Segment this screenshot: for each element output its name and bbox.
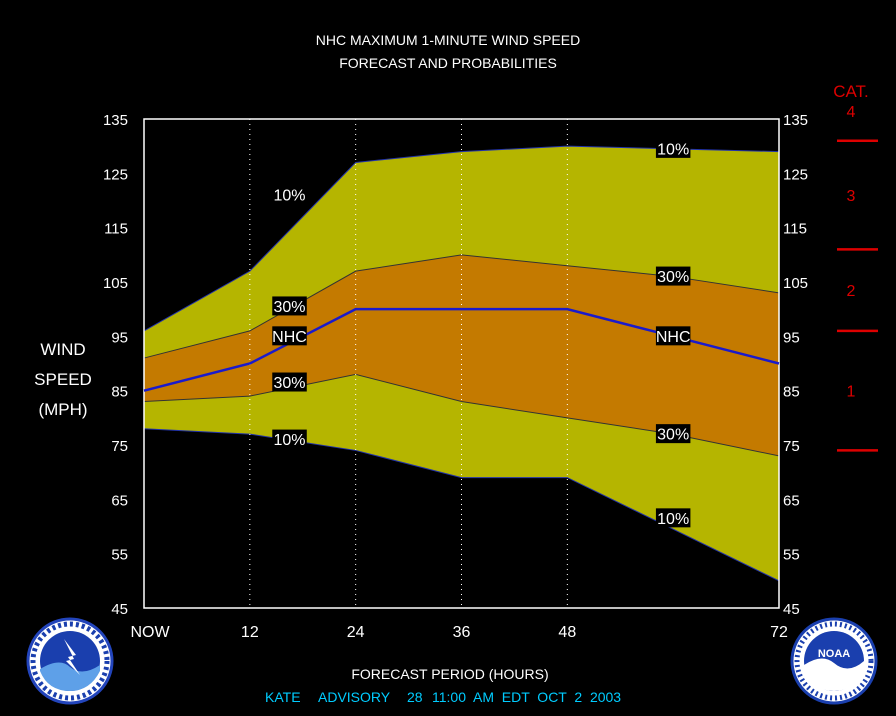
curve-label: 30% <box>655 424 691 444</box>
y-tick-left: 85 <box>111 384 128 401</box>
curve-label-text: NHC <box>656 329 691 346</box>
y-tick-right: 115 <box>783 221 807 238</box>
x-tick-label: 24 <box>347 624 365 641</box>
curve-label-text: 30% <box>657 427 689 444</box>
footer-issued-time: 11:00 AM EDT OCT 2 2003 <box>432 689 621 705</box>
curve-label-background <box>655 266 691 286</box>
y-tick-right: 105 <box>783 275 808 292</box>
x-tick-label: 12 <box>241 624 259 641</box>
y-tick-right: 135 <box>783 112 808 129</box>
y-tick-left: 115 <box>104 221 128 238</box>
y-tick-left: 65 <box>111 492 128 509</box>
curve-labels: 10% 10% 30% 30% NHC NHC 30% 30% 10% 10% <box>272 138 691 528</box>
y-axis-label-line-3: (MPH) <box>38 400 87 419</box>
y-tick-left: 105 <box>103 275 128 292</box>
curve-label: 30% <box>272 296 307 316</box>
x-tick-label: NOW <box>130 624 170 641</box>
curve-label-background <box>272 429 307 449</box>
footer: KATE ADVISORY 28 11:00 AM EDT OCT 2 2003 <box>265 689 621 705</box>
curve-label-background <box>272 372 307 392</box>
chart-title: NHC MAXIMUM 1-MINUTE WIND SPEED <box>316 32 580 48</box>
footer-advisory-number: 28 <box>407 689 423 705</box>
footer-advisory-label: ADVISORY <box>318 689 391 705</box>
curve-label-text: 30% <box>274 375 306 392</box>
y-tick-right: 45 <box>783 601 800 618</box>
y-tick-left: 75 <box>111 438 128 455</box>
category-label: 1 <box>847 384 856 401</box>
curve-label: 30% <box>655 266 691 286</box>
curve-label: 10% <box>655 138 691 158</box>
curve-label-background <box>272 326 307 346</box>
curve-label-text: 10% <box>657 141 689 158</box>
y-tick-left: 45 <box>111 601 128 618</box>
curve-label-background <box>272 296 307 316</box>
noaa-logo: NOAA <box>790 617 878 705</box>
y-tick-right: 125 <box>783 166 808 183</box>
curve-label-text: 10% <box>274 188 306 205</box>
category-label: 2 <box>847 283 856 300</box>
curve-label-text: 30% <box>657 269 689 286</box>
chart-subtitle: FORECAST AND PROBABILITIES <box>339 55 557 71</box>
x-tick-labels: NOW 12 24 36 48 72 <box>130 624 788 641</box>
y-tick-right: 75 <box>783 438 800 455</box>
y-axis-label-line-2: SPEED <box>34 370 92 389</box>
curve-label-background <box>655 138 691 158</box>
y-tick-left: 55 <box>111 547 128 564</box>
noaa-logo-text: NOAA <box>818 648 850 660</box>
y-tick-left: 135 <box>103 112 128 129</box>
y-tick-right: 65 <box>783 492 800 509</box>
category-scale-title: CAT. <box>833 82 869 101</box>
y-tick-labels: 45 45 55 55 65 65 75 75 85 85 95 95 105 105 115 115 125 1… <box>103 112 808 618</box>
y-tick-right: 95 <box>783 329 800 346</box>
curve-label: 30% <box>272 372 307 392</box>
y-axis-label-line-1: WIND <box>40 340 85 359</box>
category-label: 3 <box>847 188 856 205</box>
x-tick-label: 72 <box>770 624 788 641</box>
curve-label: 10% <box>655 508 691 528</box>
curve-label-background <box>655 508 691 528</box>
curve-label-text: 10% <box>657 511 689 528</box>
x-tick-label: 36 <box>453 624 471 641</box>
y-tick-left: 95 <box>111 329 128 346</box>
curve-label: 10% <box>272 185 307 205</box>
curve-label-text: NHC <box>272 329 307 346</box>
curve-label: NHC <box>272 326 307 346</box>
curve-label-text: 10% <box>274 432 306 449</box>
x-axis-label: FORECAST PERIOD (HOURS) <box>351 666 548 682</box>
y-tick-right: 85 <box>783 384 800 401</box>
y-tick-left: 125 <box>103 166 128 183</box>
footer-storm-name: KATE <box>265 689 301 705</box>
curve-label: NHC <box>656 326 691 346</box>
curve-label: 10% <box>272 429 307 449</box>
y-tick-right: 55 <box>783 547 800 564</box>
curve-label-background <box>655 326 691 346</box>
category-scale: CAT. 1 2 3 4 <box>833 82 878 452</box>
curve-label-background <box>272 185 307 205</box>
curve-label-background <box>655 424 691 444</box>
x-tick-label: 48 <box>558 624 576 641</box>
nws-logo <box>26 617 114 705</box>
category-label: 4 <box>847 104 856 121</box>
curve-label-text: 30% <box>274 299 306 316</box>
